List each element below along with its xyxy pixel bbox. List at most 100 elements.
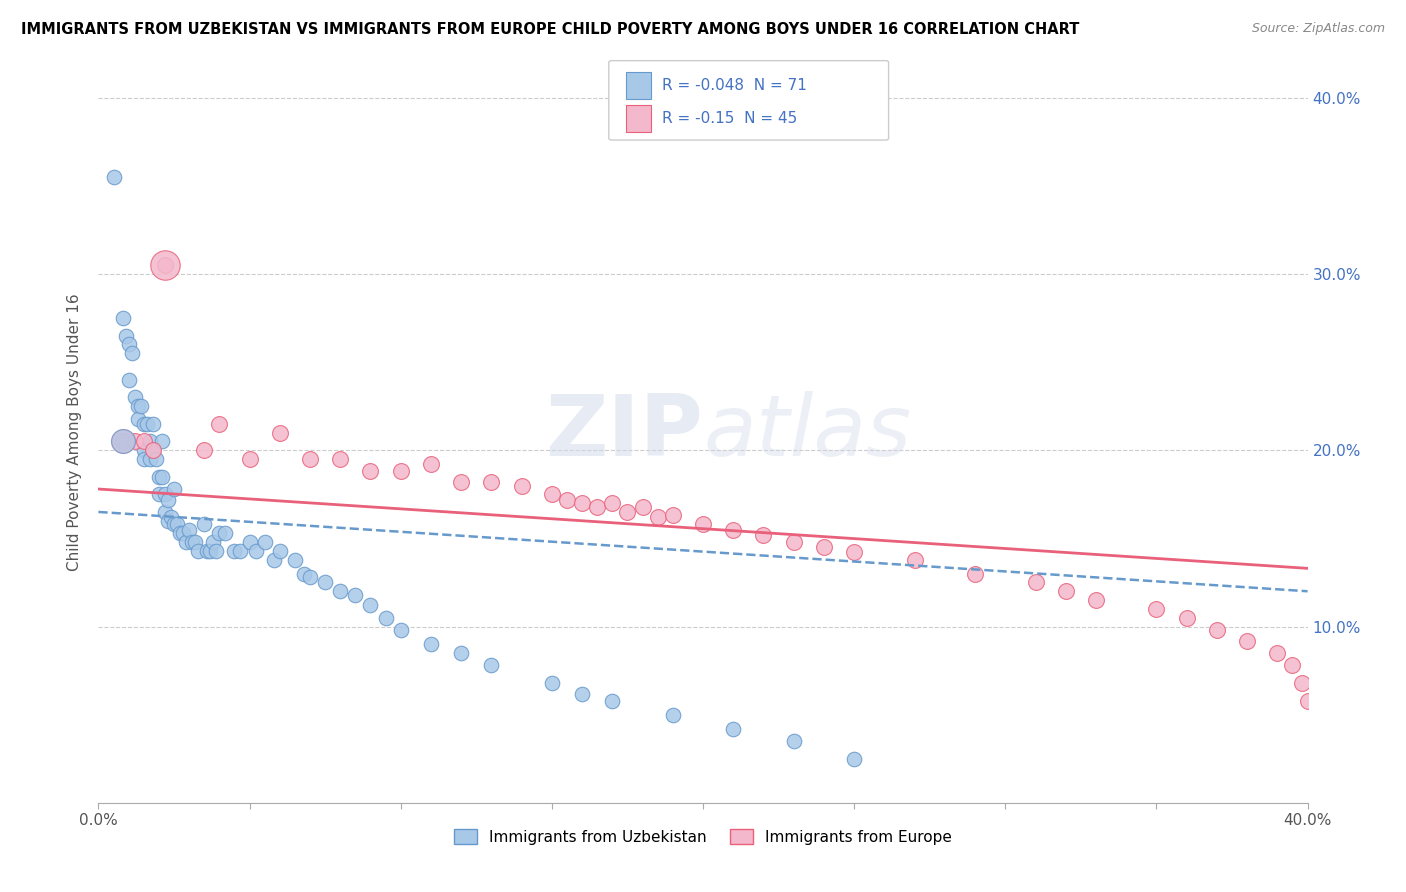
Point [1236,633,1258,648]
Point [142,443,165,458]
Point [239,535,262,549]
Point [153,258,176,272]
Point [127,399,149,413]
Point [132,443,155,458]
Point [783,535,806,549]
Point [1267,646,1289,660]
Point [205,543,228,558]
Point [156,492,179,507]
Point [124,390,146,404]
Point [813,540,835,554]
Point [129,399,152,413]
Point [389,623,412,637]
Point [540,487,562,501]
Point [269,543,291,558]
Point [752,528,775,542]
Point [1024,575,1046,590]
Point [299,452,322,467]
Point [692,517,714,532]
Point [150,434,173,449]
Point [269,425,291,440]
Point [661,707,683,722]
Point [179,523,201,537]
Point [374,610,396,624]
Text: Source: ZipAtlas.com: Source: ZipAtlas.com [1251,22,1385,36]
Text: atlas: atlas [703,391,911,475]
Point [510,478,533,492]
Point [148,469,170,483]
Point [229,543,252,558]
Text: ZIP: ZIP [546,391,703,475]
Point [172,526,194,541]
Point [586,500,609,514]
Point [118,337,141,351]
Point [121,346,143,360]
Point [481,475,503,489]
Point [111,311,134,326]
Point [193,517,215,532]
Point [329,584,352,599]
Point [571,496,593,510]
Point [723,523,745,537]
Point [150,469,173,483]
Point [540,676,562,690]
Point [132,452,155,467]
Point [111,434,134,449]
Text: R = -0.15  N = 45: R = -0.15 N = 45 [662,112,797,127]
Point [174,535,197,549]
Point [1281,658,1303,673]
Point [132,434,155,449]
Point [163,482,186,496]
Point [1296,693,1319,707]
Point [1085,593,1108,607]
Point [111,434,134,449]
Point [148,487,170,501]
Point [661,508,683,523]
Point [202,535,225,549]
Point [360,464,382,478]
Point [127,411,149,425]
Point [329,452,352,467]
Point [292,566,315,581]
Legend: Immigrants from Uzbekistan, Immigrants from Europe: Immigrants from Uzbekistan, Immigrants f… [449,822,957,851]
Point [481,658,503,673]
Point [1054,584,1077,599]
Point [647,510,669,524]
Point [224,543,246,558]
Point [844,752,866,766]
Point [132,417,155,431]
Point [389,464,412,478]
Point [253,535,276,549]
Point [181,535,204,549]
Point [420,637,443,651]
Text: R = -0.048  N = 71: R = -0.048 N = 71 [662,78,807,93]
Point [723,722,745,736]
Point [103,169,125,184]
Point [314,575,336,590]
Point [139,434,162,449]
Point [124,434,146,449]
Point [163,517,186,532]
Point [193,443,215,458]
Point [153,258,176,272]
Point [169,526,191,541]
Point [360,599,382,613]
Point [239,452,262,467]
Point [184,535,207,549]
Point [450,646,472,660]
Point [208,417,231,431]
Point [904,552,927,566]
Point [135,417,157,431]
Point [114,328,136,343]
Point [187,543,209,558]
Point [111,434,134,449]
Point [200,543,222,558]
Point [299,570,322,584]
Point [844,545,866,559]
Point [166,517,188,532]
Y-axis label: Child Poverty Among Boys Under 16: Child Poverty Among Boys Under 16 [67,293,83,572]
Point [139,452,162,467]
Point [450,475,472,489]
Point [153,505,176,519]
Point [616,505,638,519]
